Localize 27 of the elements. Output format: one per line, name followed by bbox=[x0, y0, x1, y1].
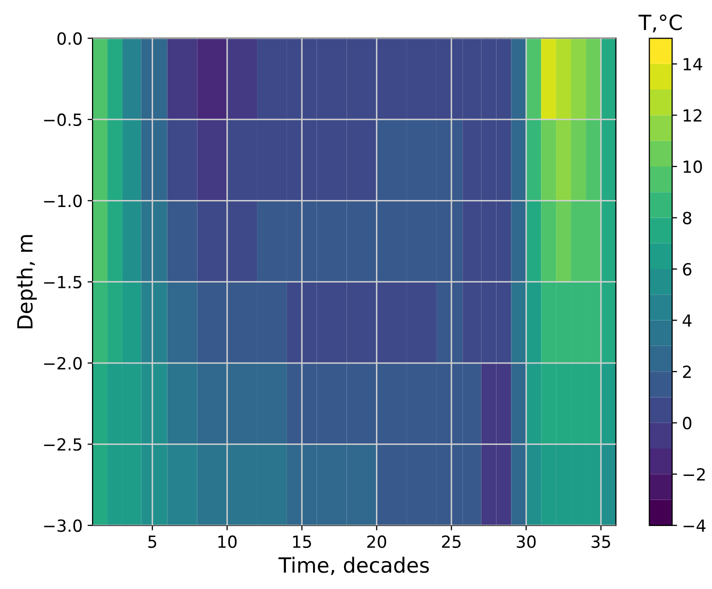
x-tick-label: 25 bbox=[442, 535, 461, 548]
y-axis-title: Depth, m bbox=[16, 235, 37, 328]
color-bar-label: 6 bbox=[683, 262, 692, 276]
color-bar-label: −2 bbox=[684, 468, 705, 480]
x-tick-label: 35 bbox=[592, 535, 610, 548]
x-tick-label: 10 bbox=[218, 535, 237, 548]
y-tick-label: −1.5 bbox=[44, 276, 82, 288]
color-bar-label: 12 bbox=[684, 109, 702, 122]
y-tick-label: 0.0 bbox=[57, 32, 82, 45]
x-tick-label: 15 bbox=[293, 536, 312, 548]
y-tick-label: −2.0 bbox=[44, 356, 82, 370]
x-tick-label: 20 bbox=[367, 535, 386, 548]
y-tick-label: −3.0 bbox=[44, 519, 82, 532]
color-bar-label: 14 bbox=[684, 58, 702, 70]
color-bar-label: 2 bbox=[683, 366, 691, 378]
x-tick-label: 30 bbox=[516, 535, 536, 548]
color-bar-label: −4 bbox=[684, 520, 706, 532]
color-bar-label: 10 bbox=[684, 160, 702, 174]
color-bar-label: 0 bbox=[682, 416, 692, 430]
x-tick-label: 5 bbox=[148, 536, 156, 548]
x-axis-title: Time, decades bbox=[278, 556, 429, 576]
y-tick-label: −2.5 bbox=[44, 438, 82, 451]
y-tick-label: −0.5 bbox=[44, 113, 82, 126]
y-tick-label: −1.0 bbox=[44, 194, 82, 208]
color-bar-title: T,°C bbox=[638, 14, 682, 32]
color-bar-label: 4 bbox=[682, 314, 692, 327]
color-bar-label: 8 bbox=[682, 212, 692, 224]
